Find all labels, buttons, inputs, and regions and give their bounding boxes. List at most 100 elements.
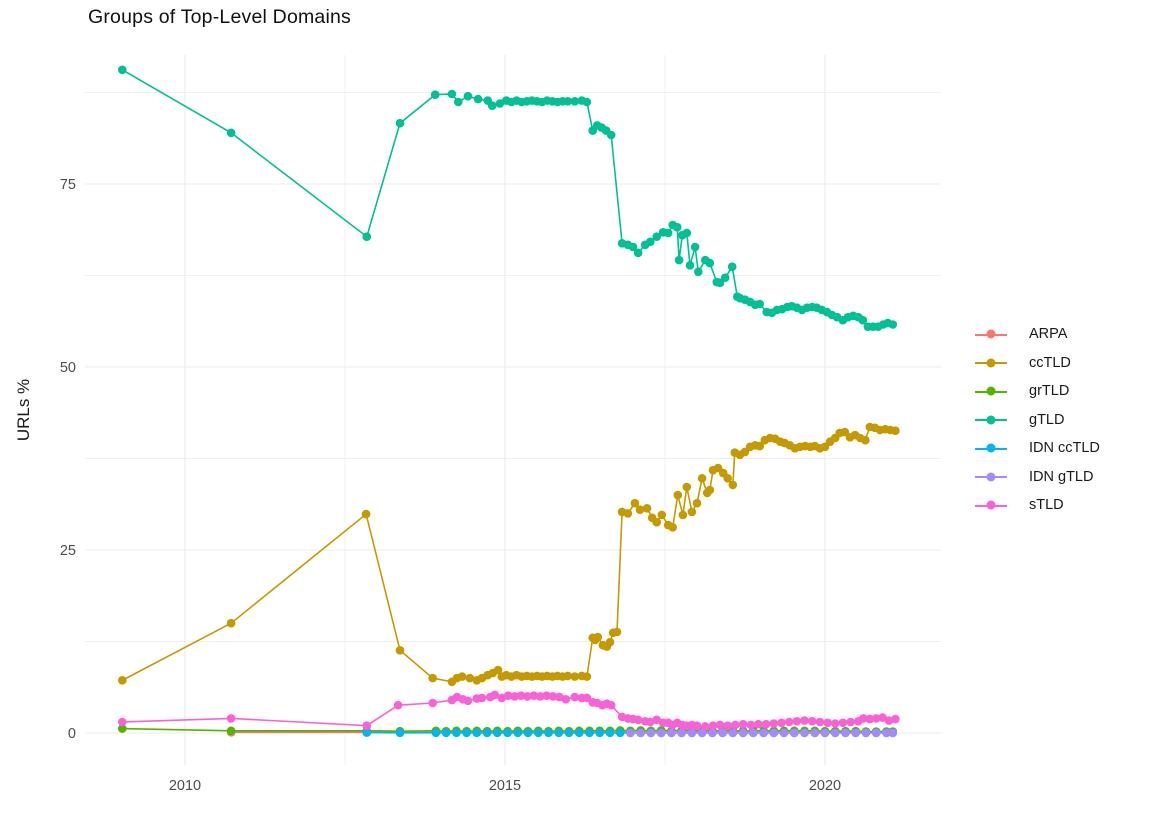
y-tick-label: 25 bbox=[60, 543, 76, 559]
data-point bbox=[563, 97, 572, 106]
y-tick-label: 50 bbox=[60, 360, 76, 376]
data-point bbox=[888, 320, 898, 329]
data-point bbox=[840, 427, 850, 437]
data-point bbox=[723, 721, 732, 730]
data-point bbox=[118, 65, 127, 75]
data-point bbox=[493, 665, 503, 675]
series-line bbox=[121, 426, 896, 683]
data-point bbox=[746, 720, 756, 730]
data-point bbox=[447, 89, 457, 99]
data-point bbox=[697, 474, 707, 483]
data-point bbox=[633, 248, 643, 258]
data-point bbox=[593, 632, 603, 642]
legend-key-icon bbox=[975, 472, 1007, 482]
data-point bbox=[673, 490, 683, 500]
data-point bbox=[820, 728, 830, 738]
data-point bbox=[859, 714, 868, 723]
x-tick-label: 2010 bbox=[169, 778, 201, 794]
legend-label: sTLD bbox=[1029, 497, 1064, 514]
legend-item-IDN-gTLD: IDN gTLD bbox=[975, 463, 1100, 492]
data-point bbox=[728, 728, 738, 738]
series-IDN-gTLD bbox=[626, 728, 898, 738]
data-point bbox=[755, 299, 764, 309]
legend-label: IDN gTLD bbox=[1029, 468, 1094, 485]
data-point bbox=[605, 637, 615, 647]
data-point bbox=[430, 90, 440, 99]
data-point bbox=[823, 718, 832, 728]
series-line bbox=[121, 69, 894, 328]
series-gTLD bbox=[118, 65, 898, 332]
data-point bbox=[226, 618, 236, 628]
data-point bbox=[792, 717, 802, 726]
series-ccTLD bbox=[118, 422, 900, 687]
data-point bbox=[858, 315, 868, 325]
x-tick-label: 2020 bbox=[809, 778, 841, 794]
data-point bbox=[865, 714, 875, 724]
data-point bbox=[891, 714, 900, 724]
data-point bbox=[759, 728, 768, 738]
data-point bbox=[428, 698, 438, 708]
legend-item-ccTLD: ccTLD bbox=[975, 349, 1100, 378]
data-point bbox=[841, 728, 850, 738]
data-point bbox=[694, 267, 703, 277]
data-point bbox=[838, 718, 848, 728]
data-point bbox=[561, 695, 571, 704]
data-point bbox=[888, 728, 898, 738]
data-point bbox=[723, 474, 732, 483]
data-point bbox=[891, 426, 900, 436]
data-point bbox=[516, 691, 526, 700]
data-point bbox=[431, 728, 441, 738]
data-point bbox=[718, 728, 727, 738]
data-point bbox=[465, 673, 475, 683]
data-point bbox=[395, 646, 405, 655]
data-point bbox=[800, 716, 809, 725]
data-point bbox=[457, 672, 467, 681]
data-point bbox=[784, 717, 794, 727]
data-point bbox=[692, 498, 702, 508]
data-point bbox=[628, 242, 638, 252]
data-point bbox=[668, 523, 677, 532]
data-point bbox=[701, 722, 710, 731]
data-point bbox=[582, 97, 592, 107]
data-point bbox=[554, 728, 564, 738]
data-point bbox=[630, 498, 640, 508]
data-point bbox=[761, 719, 771, 729]
data-point bbox=[705, 258, 715, 268]
data-point bbox=[720, 273, 730, 283]
data-point bbox=[510, 692, 519, 701]
data-point bbox=[564, 728, 574, 738]
data-point bbox=[754, 719, 763, 729]
data-point bbox=[652, 517, 661, 527]
data-point bbox=[563, 671, 572, 681]
data-point bbox=[570, 692, 580, 702]
data-point bbox=[871, 714, 881, 723]
data-point bbox=[495, 99, 505, 108]
data-point bbox=[677, 728, 686, 738]
legend-label: grTLD bbox=[1029, 383, 1070, 400]
data-point bbox=[777, 718, 786, 728]
data-point bbox=[362, 728, 372, 737]
data-point bbox=[441, 728, 451, 738]
data-point bbox=[807, 717, 817, 726]
data-point bbox=[878, 713, 887, 722]
data-point bbox=[362, 721, 372, 730]
data-point bbox=[529, 691, 539, 700]
data-point bbox=[477, 693, 487, 703]
series-sTLD bbox=[118, 690, 900, 731]
data-point bbox=[749, 728, 758, 738]
data-point bbox=[692, 721, 702, 730]
legend-item-IDN-ccTLD: IDN ccTLD bbox=[975, 434, 1100, 463]
data-point bbox=[606, 700, 616, 710]
legend-key-icon bbox=[975, 415, 1007, 425]
data-point bbox=[542, 691, 551, 700]
x-tick-label: 2015 bbox=[489, 778, 521, 794]
data-point bbox=[846, 717, 855, 727]
data-point bbox=[118, 724, 127, 733]
data-point bbox=[472, 728, 482, 738]
data-point bbox=[672, 222, 682, 232]
legend-item-ARPA: ARPA bbox=[975, 320, 1100, 349]
y-tick-label: 75 bbox=[60, 177, 76, 193]
data-point bbox=[690, 242, 700, 252]
data-point bbox=[487, 101, 497, 110]
